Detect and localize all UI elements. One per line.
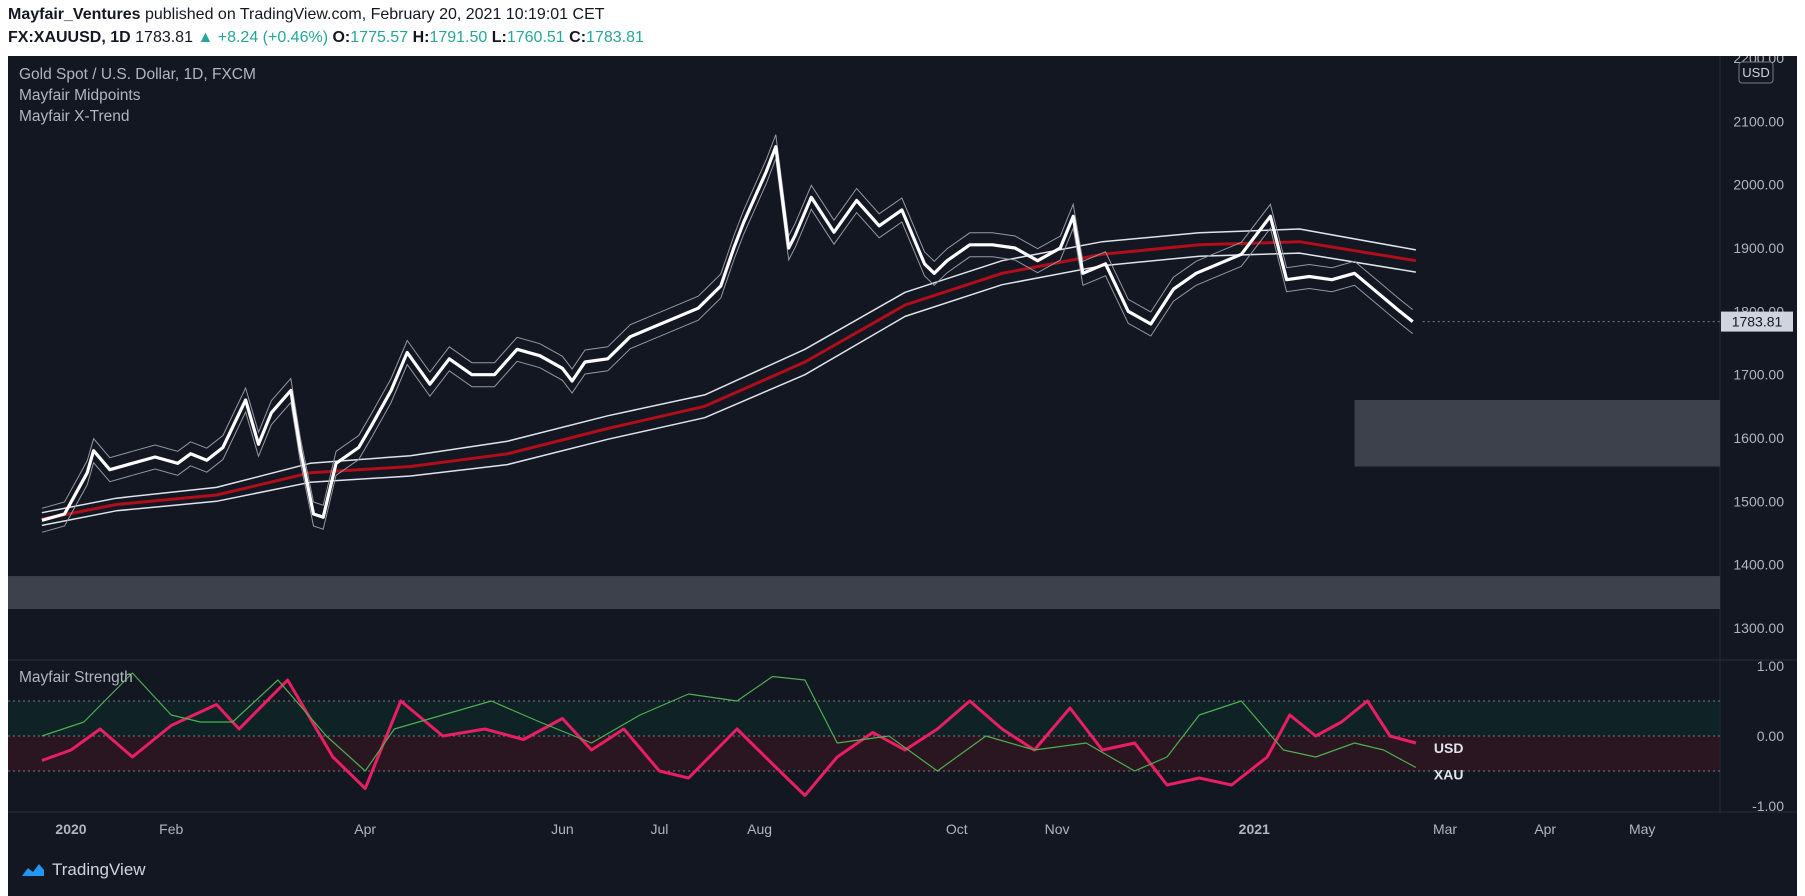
time-tick-label: Jun	[551, 821, 574, 837]
time-tick-label: Mar	[1433, 821, 1457, 837]
symbol-name: FX:XAUUSD, 1D	[8, 29, 131, 46]
close-lower-shadow-line	[41, 158, 1414, 533]
price-tick-label: 1500.00	[1733, 493, 1784, 509]
series-lower-band-line	[41, 252, 1417, 527]
strength-tick-label: 1.00	[1757, 658, 1784, 674]
time-tick-label: 2020	[55, 821, 86, 837]
tradingview-cloud-icon	[22, 864, 44, 876]
time-tick-label: Nov	[1045, 821, 1070, 837]
instrument-label: Gold Spot / U.S. Dollar, 1D, FXCM	[19, 66, 256, 83]
price-tick-label: 1900.00	[1733, 240, 1784, 256]
strength-xau-label: XAU	[1434, 767, 1464, 783]
last-price: 1783.81	[135, 29, 193, 46]
price-tick-label: 2100.00	[1733, 113, 1784, 129]
last-price-label: 1783.81	[1732, 314, 1783, 330]
currency-unit-label: USD	[1742, 65, 1769, 80]
low-label: L:	[491, 29, 507, 46]
symbol-header: FX:XAUUSD, 1D 1783.81 ▲ +8.24 (+0.46%) O…	[8, 29, 644, 47]
tradingview-logo[interactable]: TradingView	[20, 860, 146, 880]
currency-unit-box	[1738, 61, 1774, 84]
price-tick-label: 1400.00	[1733, 557, 1784, 573]
time-tick-label: Aug	[747, 821, 772, 837]
price-tick-label: 2200.00	[1733, 56, 1784, 66]
chart-canvas[interactable]: USDXAU2200.002100.002000.001900.001800.0…	[8, 56, 1797, 848]
price-tick-label: 1600.00	[1733, 430, 1784, 446]
support-zone-1	[8, 576, 1720, 609]
close-value: 1783.81	[586, 29, 644, 46]
time-tick-label: Feb	[159, 821, 183, 837]
strength-tick-label: -1.00	[1752, 798, 1784, 814]
strength-usd-label: USD	[1434, 740, 1464, 756]
strength-usd-line	[41, 678, 1417, 797]
strength-upper-band	[8, 701, 1720, 736]
xtrend-label: Mayfair X-Trend	[19, 108, 130, 125]
author-name[interactable]: Mayfair_Ventures	[8, 6, 141, 23]
time-tick-label: Jul	[650, 821, 668, 837]
strength-lower-band	[8, 736, 1720, 771]
high-value: 1791.50	[429, 29, 488, 46]
change-up-icon: ▲	[197, 29, 214, 46]
time-tick-label: Oct	[946, 821, 968, 837]
published-text: published on TradingView.com, February 2…	[144, 6, 605, 23]
close-upper-shadow-line	[41, 134, 1414, 509]
time-tick-label: Apr	[354, 821, 376, 837]
high-label: H:	[412, 29, 430, 46]
price-tick-label: 1700.00	[1733, 367, 1784, 383]
series-midpoint-line	[41, 240, 1417, 521]
time-tick-label: 2021	[1239, 821, 1270, 837]
last-price-box	[1721, 311, 1793, 332]
publication-header: Mayfair_Ventures published on TradingVie…	[8, 6, 605, 24]
midpoints-label: Mayfair Midpoints	[19, 87, 141, 104]
strength-xau-line	[41, 672, 1417, 772]
price-change: +8.24 (+0.46%)	[217, 29, 329, 46]
series-close-line	[41, 145, 1414, 522]
strength-label: Mayfair Strength	[19, 669, 133, 686]
series-upper-band-line	[41, 228, 1417, 514]
footer-brand: TradingView	[52, 860, 146, 879]
close-label: C:	[569, 29, 587, 46]
open-value: 1775.57	[350, 29, 409, 46]
low-value: 1760.51	[506, 29, 565, 46]
time-tick-label: May	[1629, 821, 1655, 837]
strength-tick-label: 0.00	[1757, 728, 1784, 744]
open-label: O:	[332, 29, 351, 46]
price-tick-label: 1300.00	[1733, 620, 1784, 636]
time-tick-label: Apr	[1534, 821, 1556, 837]
footer-bar: TradingView	[8, 848, 1797, 896]
support-zone-0	[1354, 400, 1720, 467]
price-tick-label: 2000.00	[1733, 177, 1784, 193]
